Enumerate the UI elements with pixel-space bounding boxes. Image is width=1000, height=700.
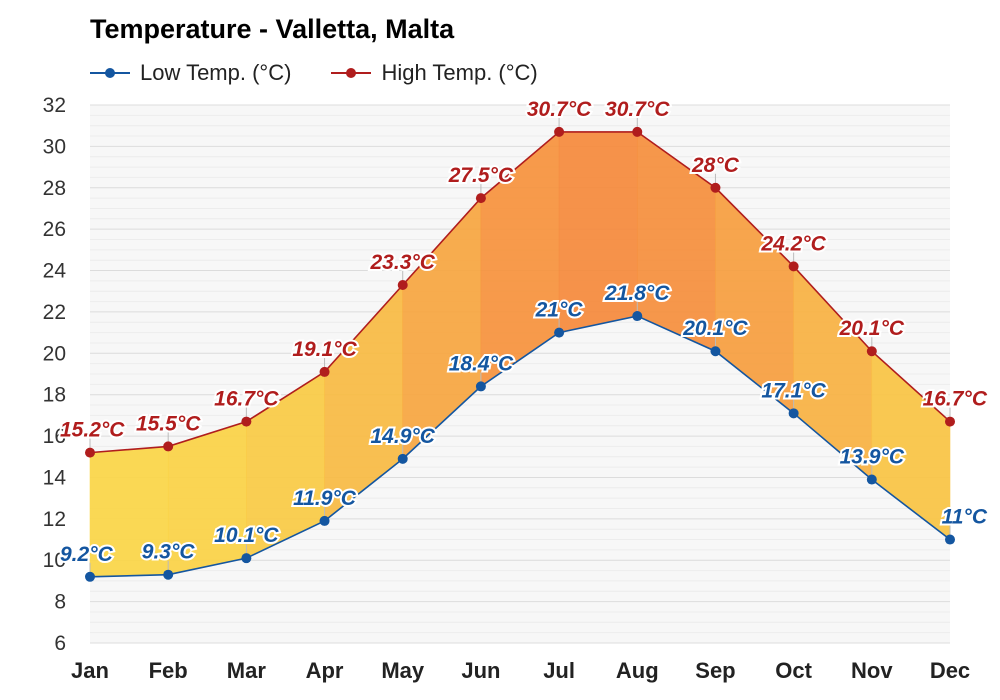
x-tick-label: Apr [306,658,344,683]
x-tick-label: Oct [775,658,812,683]
x-tick-label: Jun [461,658,500,683]
high-temp-data-label: 28°C [691,154,740,177]
high-temp-point [945,416,955,427]
high-temp-point [710,182,721,193]
x-tick-label: Feb [149,658,188,683]
y-tick-label: 24 [43,260,67,283]
high-temp-data-label: 30.7°C [605,98,670,121]
low-temp-point [788,408,799,419]
high-temp-point [319,366,330,377]
high-temp-data-label: 16.7°C [923,388,988,411]
high-temp-point [866,346,877,357]
x-tick-label: Mar [227,658,267,683]
low-temp-point [475,381,486,392]
high-temp-data-label: 15.5°C [136,412,201,435]
legend-swatch-low [90,66,130,80]
high-temp-point [632,126,643,137]
high-temp-point [788,261,799,272]
low-temp-line [89,315,951,578]
x-tick-label: Dec [930,658,970,683]
y-tick-label: 28 [43,177,66,200]
y-tick-label: 26 [43,218,66,241]
high-temp-point [554,126,565,137]
high-temp-data-label: 20.1°C [839,317,905,340]
y-tick-label: 18 [43,384,66,407]
low-temp-point [397,453,408,464]
high-temp-data-label: 23.3°C [370,251,436,274]
high-temp-data-label: 15.2°C [60,419,125,442]
y-tick-label: 30 [43,135,66,158]
low-temp-data-label: 9.3°C [142,541,196,564]
low-temp-data-label: 21.8°C [604,282,670,305]
low-temp-data-label: 18.4°C [449,352,514,375]
low-temp-point [866,474,877,485]
y-tick-label: 16 [43,425,66,448]
high-temp-data-label: 30.7°C [527,98,592,121]
legend-swatch-high [331,66,372,80]
legend-label-low: Low Temp. (°C) [140,60,292,85]
y-tick-label: 22 [43,301,66,324]
low-temp-point [319,515,330,526]
high-temp-point [85,447,95,458]
low-temp-data-label: 17.1°C [761,379,826,402]
high-temp-point [163,441,174,452]
legend-label-high: High Temp. (°C) [381,60,538,85]
x-tick-label: May [381,658,425,683]
legend: Low Temp. (°C) High Temp. (°C) [90,60,538,86]
legend-item-high[interactable]: High Temp. (°C) [331,60,538,86]
low-temp-data-label: 9.2°C [60,543,114,566]
y-tick-label: 14 [43,466,67,489]
low-temp-point [632,311,643,322]
low-temp-point [945,534,955,545]
x-tick-label: Jul [543,658,575,683]
low-temp-data-label: 14.9°C [371,425,436,448]
high-temp-data-label: 27.5°C [448,164,514,187]
y-tick-label: 32 [43,94,66,117]
y-tick-label: 10 [43,549,66,572]
high-temp-data-label: 19.1°C [292,338,357,361]
high-temp-line [89,131,951,454]
y-tick-label: 12 [43,508,66,531]
low-temp-data-label: 20.1°C [682,317,748,340]
high-temp-data-label: 16.7°C [214,388,279,411]
high-temp-point [397,280,408,291]
high-temp-data-label: 24.2°C [760,232,826,255]
low-temp-point [241,553,252,564]
chart-title: Temperature - Valletta, Malta [90,14,455,44]
low-temp-data-label: 13.9°C [840,446,905,469]
legend-item-low[interactable]: Low Temp. (°C) [90,60,291,86]
low-temp-data-label: 10.1°C [214,524,279,547]
y-tick-label: 8 [54,591,66,614]
y-tick-label: 20 [43,342,66,365]
low-temp-point [85,571,95,582]
low-temp-data-label: 11.9°C [293,487,357,510]
x-tick-label: Aug [616,658,659,683]
low-temp-data-label: 11°C [942,506,988,529]
x-tick-label: Sep [695,658,735,683]
y-tick-label: 6 [54,632,66,655]
high-temp-point [241,416,252,427]
low-temp-point [710,346,721,357]
high-temp-point [475,193,486,204]
low-temp-point [163,569,174,580]
low-temp-data-label: 21°C [535,299,584,322]
x-tick-label: Nov [851,658,893,683]
x-tick-label: Jan [71,658,109,683]
low-temp-point [554,327,565,338]
